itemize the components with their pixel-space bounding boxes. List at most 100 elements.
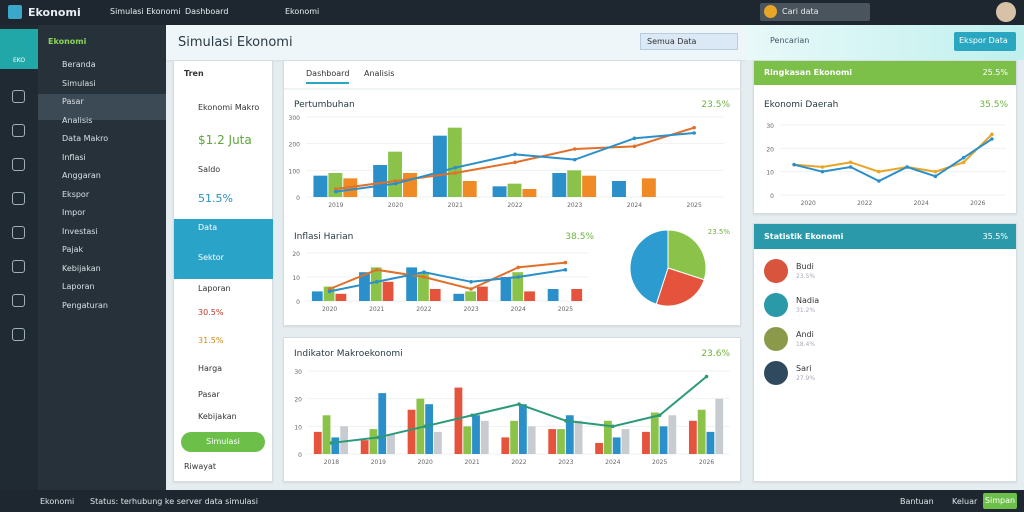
brand: Ekonomi <box>28 6 81 19</box>
search-box[interactable]: Cari data <box>760 3 870 21</box>
x-tick-label: 2023 <box>463 306 478 313</box>
bar <box>322 415 331 454</box>
bar <box>641 178 656 197</box>
panel-item[interactable]: Sektor <box>198 253 224 262</box>
x-tick-label: 2020 <box>418 459 433 466</box>
footer-link[interactable]: Riwayat <box>184 462 216 471</box>
nav-item[interactable]: Dashboard <box>185 7 229 16</box>
right-chart-card: Ringkasan Ekonomi 25.5% Ekonomi Daerah 35… <box>753 60 1017 214</box>
x-tick-label: 2019 <box>328 202 343 209</box>
menu-badge[interactable]: EKO <box>0 29 38 69</box>
bar <box>642 431 650 454</box>
save-button[interactable]: Simpan <box>983 493 1017 509</box>
menu-item[interactable]: Pajak <box>62 245 84 254</box>
bar <box>476 286 488 301</box>
menu-item[interactable]: Pengaturan <box>62 300 108 310</box>
line-point <box>820 169 825 174</box>
top-bar: Ekonomi Simulasi Ekonomi Dashboard Ekono… <box>0 0 1024 25</box>
rail-icon[interactable] <box>12 226 25 239</box>
rail-icon[interactable] <box>12 260 25 273</box>
search[interactable]: Pencarian <box>770 36 810 45</box>
list-avatar[interactable] <box>764 361 788 385</box>
nav-item[interactable]: Simulasi Ekonomi <box>110 7 181 16</box>
menu-item[interactable]: Impor <box>62 208 86 217</box>
line-point <box>877 179 881 183</box>
line-point <box>469 287 473 291</box>
nav-item[interactable]: Ekonomi <box>285 7 320 16</box>
panel-item[interactable]: Harga <box>198 364 223 373</box>
tab[interactable]: Analisis <box>364 69 395 78</box>
menu-item[interactable]: Kebijakan <box>62 263 101 273</box>
line-point <box>516 275 521 279</box>
list-avatar[interactable] <box>764 327 788 351</box>
rail-icon[interactable] <box>12 294 25 307</box>
menu-item[interactable]: Anggaran <box>62 171 101 180</box>
y-tick-label: 100 <box>289 168 301 175</box>
chart-title: Indikator Makroekonomi <box>294 349 403 359</box>
line-point <box>990 132 994 137</box>
bar <box>463 426 472 454</box>
panel-item[interactable]: 31.5% <box>198 336 224 345</box>
y-tick-label: 0 <box>770 193 774 200</box>
tab[interactable]: Dashboard <box>306 69 350 84</box>
bar <box>715 398 724 454</box>
bar <box>650 412 659 454</box>
bar <box>621 429 630 454</box>
bar <box>403 173 417 197</box>
link[interactable]: Keluar <box>952 497 978 506</box>
menu-item[interactable]: Investasi <box>62 226 98 236</box>
menu-item[interactable]: Inflasi <box>62 152 86 162</box>
line-point <box>517 402 521 406</box>
rail-icon[interactable] <box>12 124 25 137</box>
line-point <box>961 160 966 165</box>
list-avatar[interactable] <box>764 293 788 317</box>
line-point <box>820 165 825 169</box>
line-point <box>933 174 938 179</box>
y-tick-label: 0 <box>298 452 302 459</box>
bar <box>313 431 322 454</box>
x-tick-label: 2022 <box>507 202 522 209</box>
menu-item[interactable]: Laporan <box>62 282 95 291</box>
line-point <box>877 169 881 174</box>
line-series <box>794 133 993 173</box>
export-button[interactable]: Ekspor Data <box>954 32 1016 51</box>
menu-item[interactable]: Analisis <box>62 115 93 125</box>
rail-icon[interactable] <box>12 90 25 103</box>
bar <box>612 181 626 197</box>
bar <box>359 272 370 301</box>
panel-item[interactable]: 51.5% <box>198 192 233 205</box>
menu-item[interactable]: Beranda <box>62 60 96 69</box>
line-point <box>572 157 577 162</box>
filter[interactable]: Semua Data <box>640 33 738 50</box>
panel-item[interactable]: Pasar <box>198 390 220 399</box>
rail-icon[interactable] <box>12 192 25 205</box>
line-point <box>374 280 379 284</box>
menu-item[interactable]: Data Makro <box>62 134 109 143</box>
bar <box>340 426 349 454</box>
line-point <box>692 125 696 130</box>
title-bar: Simulasi Ekonomi Semua Data <box>166 25 745 60</box>
menu-item[interactable]: Pasar <box>62 97 84 106</box>
pie-slice <box>667 229 707 281</box>
panel-item[interactable]: Data <box>198 223 218 232</box>
panel-item[interactable]: $1.2 Juta <box>198 133 252 147</box>
list-avatar[interactable] <box>764 259 788 283</box>
rail-icon[interactable] <box>12 158 25 171</box>
menu-item[interactable]: Ekspor <box>62 189 90 199</box>
panel-item[interactable]: Ekonomi Makro <box>198 103 260 112</box>
bar <box>571 289 583 301</box>
y-tick-label: 20 <box>294 397 302 404</box>
panel-item[interactable]: 30.5% <box>198 308 224 317</box>
menu-item[interactable]: Simulasi <box>62 78 96 88</box>
user-avatar[interactable] <box>996 2 1016 22</box>
rail-icon[interactable] <box>12 328 25 341</box>
simulate-button[interactable]: Simulasi <box>181 432 265 452</box>
link[interactable]: Bantuan <box>900 497 934 506</box>
card-header-title: Ringkasan Ekonomi <box>764 68 853 77</box>
panel-item[interactable]: Laporan <box>198 284 231 293</box>
panel-item[interactable]: Kebijakan <box>198 412 237 421</box>
bar <box>552 173 567 197</box>
panel-item[interactable]: Saldo <box>198 165 221 174</box>
bar <box>659 426 668 454</box>
y-tick-label: 30 <box>294 369 302 376</box>
